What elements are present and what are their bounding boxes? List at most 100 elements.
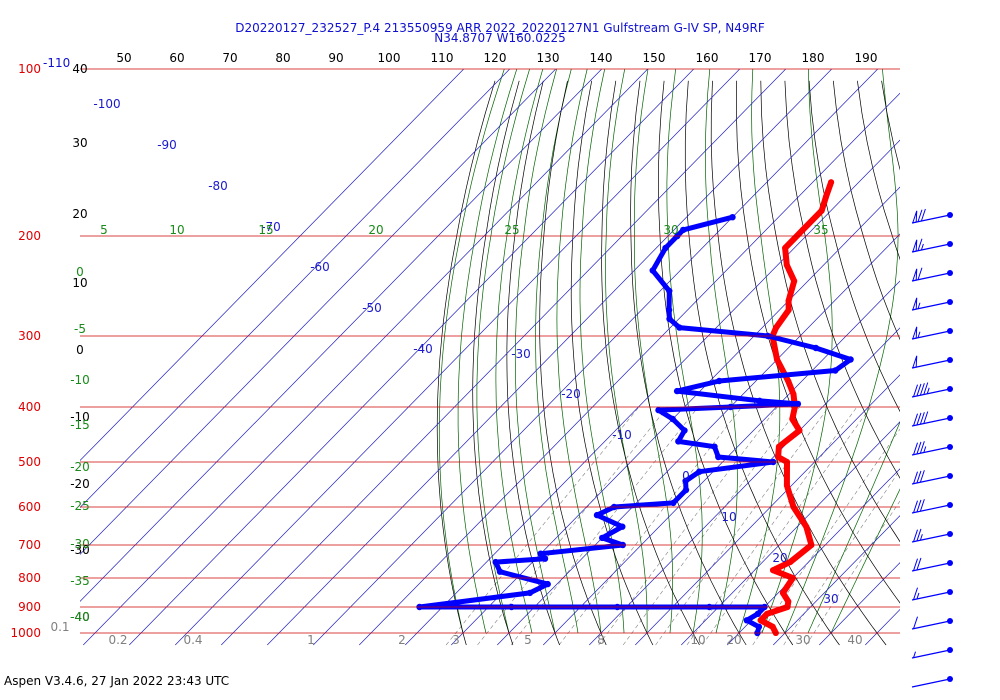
dewpoint-point <box>715 453 722 461</box>
isotherm-label: 30 <box>823 592 838 606</box>
wind-barb-full <box>913 384 918 397</box>
dry-adiabat <box>601 80 700 646</box>
height-label: -20 <box>70 477 90 491</box>
temperature-point <box>785 378 792 384</box>
dry-adiabat <box>658 80 794 646</box>
wind-barb-full <box>916 412 922 426</box>
wind-barb-full <box>913 587 918 600</box>
isotherm-line <box>818 562 900 646</box>
wind-barb-full <box>923 382 929 395</box>
top-axis-label: 140 <box>590 51 613 65</box>
pressure-label: 500 <box>18 455 41 469</box>
temperature-point <box>785 307 792 313</box>
mixing-ratio-label: 40 <box>847 633 862 647</box>
height-label: -10 <box>70 410 90 424</box>
dry-adiabat <box>436 80 496 646</box>
adiabat-label: 25 <box>504 223 519 237</box>
dewpoint-point <box>666 287 673 295</box>
dewpoint-point <box>682 477 689 485</box>
isotherm-line <box>174 69 741 646</box>
mixing-ratio-line <box>702 406 871 646</box>
isotherm-label: -60 <box>310 260 330 274</box>
temperature-point <box>823 193 829 200</box>
dewpoint-point <box>832 367 839 374</box>
wind-barb-staff <box>911 243 951 253</box>
adiabat-label: 15 <box>258 223 273 237</box>
temperature-point <box>799 226 806 233</box>
pressure-extra-label: -110 <box>43 56 70 70</box>
mixing-ratio-label: 10 <box>690 633 705 647</box>
pressure-label: 400 <box>18 400 41 414</box>
dewpoint-point <box>669 415 676 423</box>
moist-adiabat-label: -5 <box>74 322 86 336</box>
mixing-ratio-label: 3 <box>452 633 460 647</box>
wind-barb-staff <box>911 301 951 311</box>
dewpoint-point <box>680 226 687 234</box>
dewpoint-point <box>666 315 673 323</box>
moist-adiabat <box>514 69 557 634</box>
temperature-point <box>790 391 797 398</box>
top-axis-label: 90 <box>328 51 343 65</box>
dry-adiabat <box>808 80 900 413</box>
dewpoint-point <box>681 427 688 434</box>
dry-adiabat <box>978 81 1000 645</box>
wind-barb-staff <box>911 533 951 543</box>
moist-adiabat <box>457 69 518 634</box>
wind-barb-full <box>916 557 922 571</box>
dewpoint-point <box>743 617 750 624</box>
dewpoint-point <box>847 356 854 363</box>
temperature-point <box>775 454 782 460</box>
dewpoint-point <box>729 214 736 221</box>
moist-adiabat <box>633 69 673 634</box>
moist-adiabat <box>666 69 703 634</box>
isotherm-line <box>128 69 695 646</box>
pressure-label: 300 <box>18 329 41 343</box>
dewpoint-point <box>665 306 673 314</box>
dry-adiabat <box>832 80 900 341</box>
chart-title: D20220127_232527_P.4 213550959 ARR 2022_… <box>235 21 765 35</box>
wind-barb-staff <box>911 359 951 369</box>
isotherm-line <box>80 69 511 508</box>
isotherm-line <box>864 609 900 646</box>
wind-barb-staff <box>911 417 951 427</box>
mixing-ratio-label: 8 <box>597 633 605 647</box>
wind-barb-pennant <box>912 210 918 224</box>
temperature-point <box>773 324 780 331</box>
wind-barb-point <box>947 299 953 305</box>
wind-barb-full <box>916 441 922 455</box>
wind-barb-half <box>926 387 930 394</box>
wind-barb-half <box>919 534 923 541</box>
temperature-point <box>785 297 792 304</box>
wind-barb-point <box>947 531 953 537</box>
isotherm-line <box>726 468 900 646</box>
top-axis-label: 150 <box>643 51 666 65</box>
wind-barb-full <box>920 208 926 222</box>
moist-adiabat <box>807 421 900 634</box>
dewpoint-point <box>673 387 681 395</box>
temperature-point <box>791 278 798 284</box>
top-axis-label: 180 <box>802 51 825 65</box>
moist-adiabat <box>535 69 579 634</box>
wind-barb-full <box>913 558 918 571</box>
wind-barb-half <box>913 651 916 658</box>
wind-barb-point <box>947 270 953 276</box>
wind-barb-staff <box>911 330 951 340</box>
isotherm-label: -100 <box>93 97 120 111</box>
temperature-point <box>796 427 803 434</box>
height-label: 10 <box>72 276 87 290</box>
wind-barb-full <box>913 529 918 542</box>
dewpoint-point <box>676 324 683 331</box>
temperature-point <box>785 598 792 605</box>
dewpoint-point <box>662 244 669 252</box>
pressure-label: 700 <box>18 538 41 552</box>
isotherm-label: -10 <box>612 428 632 442</box>
wind-barb-point <box>947 618 953 624</box>
adiabat-label: 35 <box>813 223 828 237</box>
moist-adiabat-label: -15 <box>70 418 90 432</box>
wind-barb-half <box>920 243 924 251</box>
dry-adiabat <box>930 81 1000 645</box>
mixing-ratio-label: 30 <box>795 633 810 647</box>
moist-adiabat <box>830 488 900 634</box>
dewpoint-point <box>649 267 656 274</box>
dewpoint-point <box>675 438 682 445</box>
